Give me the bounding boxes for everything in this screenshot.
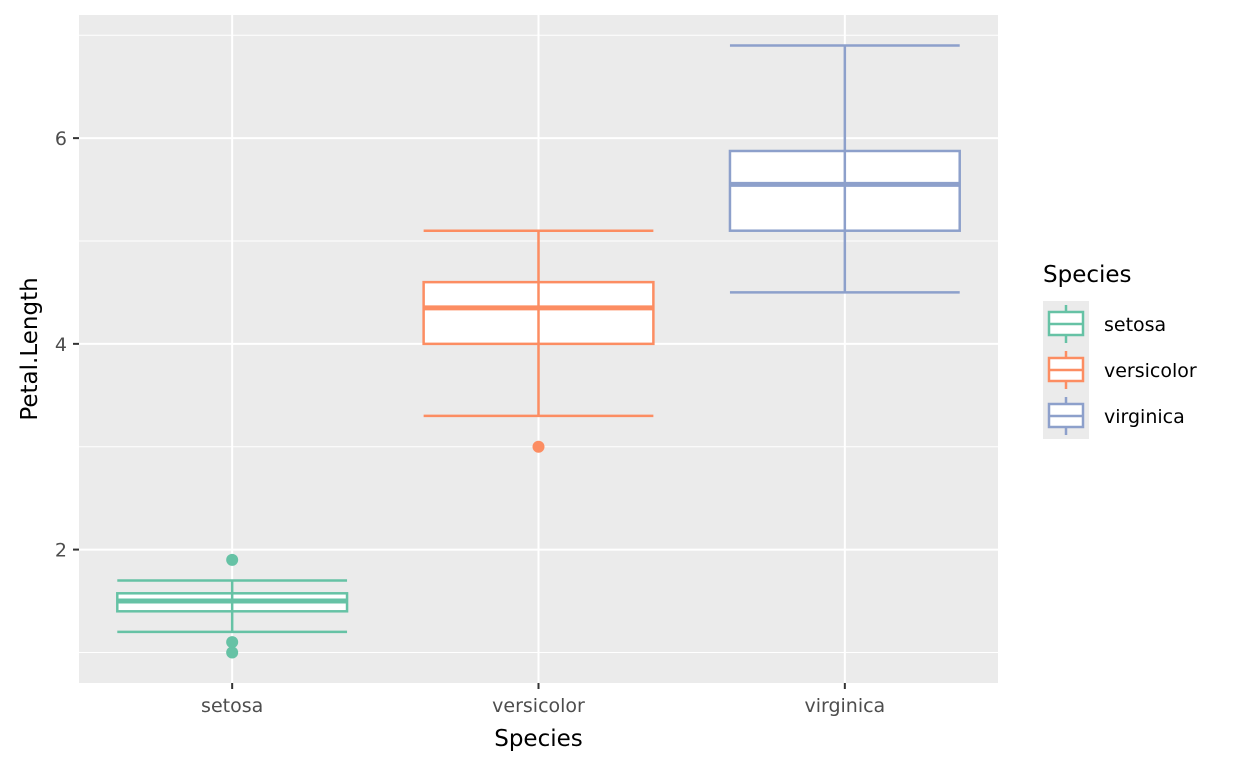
legend-item-virginica: virginica: [1047, 397, 1185, 435]
boxplots: [116, 44, 961, 659]
x-tick-label: versicolor: [492, 695, 585, 717]
outlier-point: [226, 636, 239, 649]
x-tick-label: setosa: [201, 695, 263, 717]
legend-key-boxplot-icon: [1047, 351, 1085, 389]
legend-label: versicolor: [1104, 360, 1197, 382]
legend: Species setosa versicolor virginica: [1043, 262, 1197, 439]
boxplot-versicolor: [422, 229, 655, 453]
outlier-point: [532, 440, 545, 453]
x-axis: setosa versicolor virginica: [201, 683, 885, 717]
x-tick-label: virginica: [804, 695, 885, 717]
y-tick-label: 4: [55, 334, 67, 356]
legend-key-boxplot-icon: [1047, 397, 1085, 435]
boxplot-virginica: [728, 44, 961, 294]
legend-item-setosa: setosa: [1047, 305, 1166, 343]
legend-label: setosa: [1104, 314, 1166, 336]
y-tick-label: 6: [55, 128, 67, 150]
y-axis-title: Petal.Length: [17, 277, 43, 420]
boxplot-setosa: [116, 553, 349, 659]
legend-title: Species: [1043, 262, 1132, 288]
legend-item-versicolor: versicolor: [1047, 351, 1197, 389]
x-axis-title: Species: [494, 726, 583, 752]
legend-key-boxplot-icon: [1047, 305, 1085, 343]
y-tick-label: 2: [55, 540, 67, 562]
y-axis: 2 4 6: [55, 128, 79, 562]
outlier-point: [226, 553, 239, 566]
legend-label: virginica: [1104, 406, 1185, 428]
outlier-point: [226, 646, 239, 659]
